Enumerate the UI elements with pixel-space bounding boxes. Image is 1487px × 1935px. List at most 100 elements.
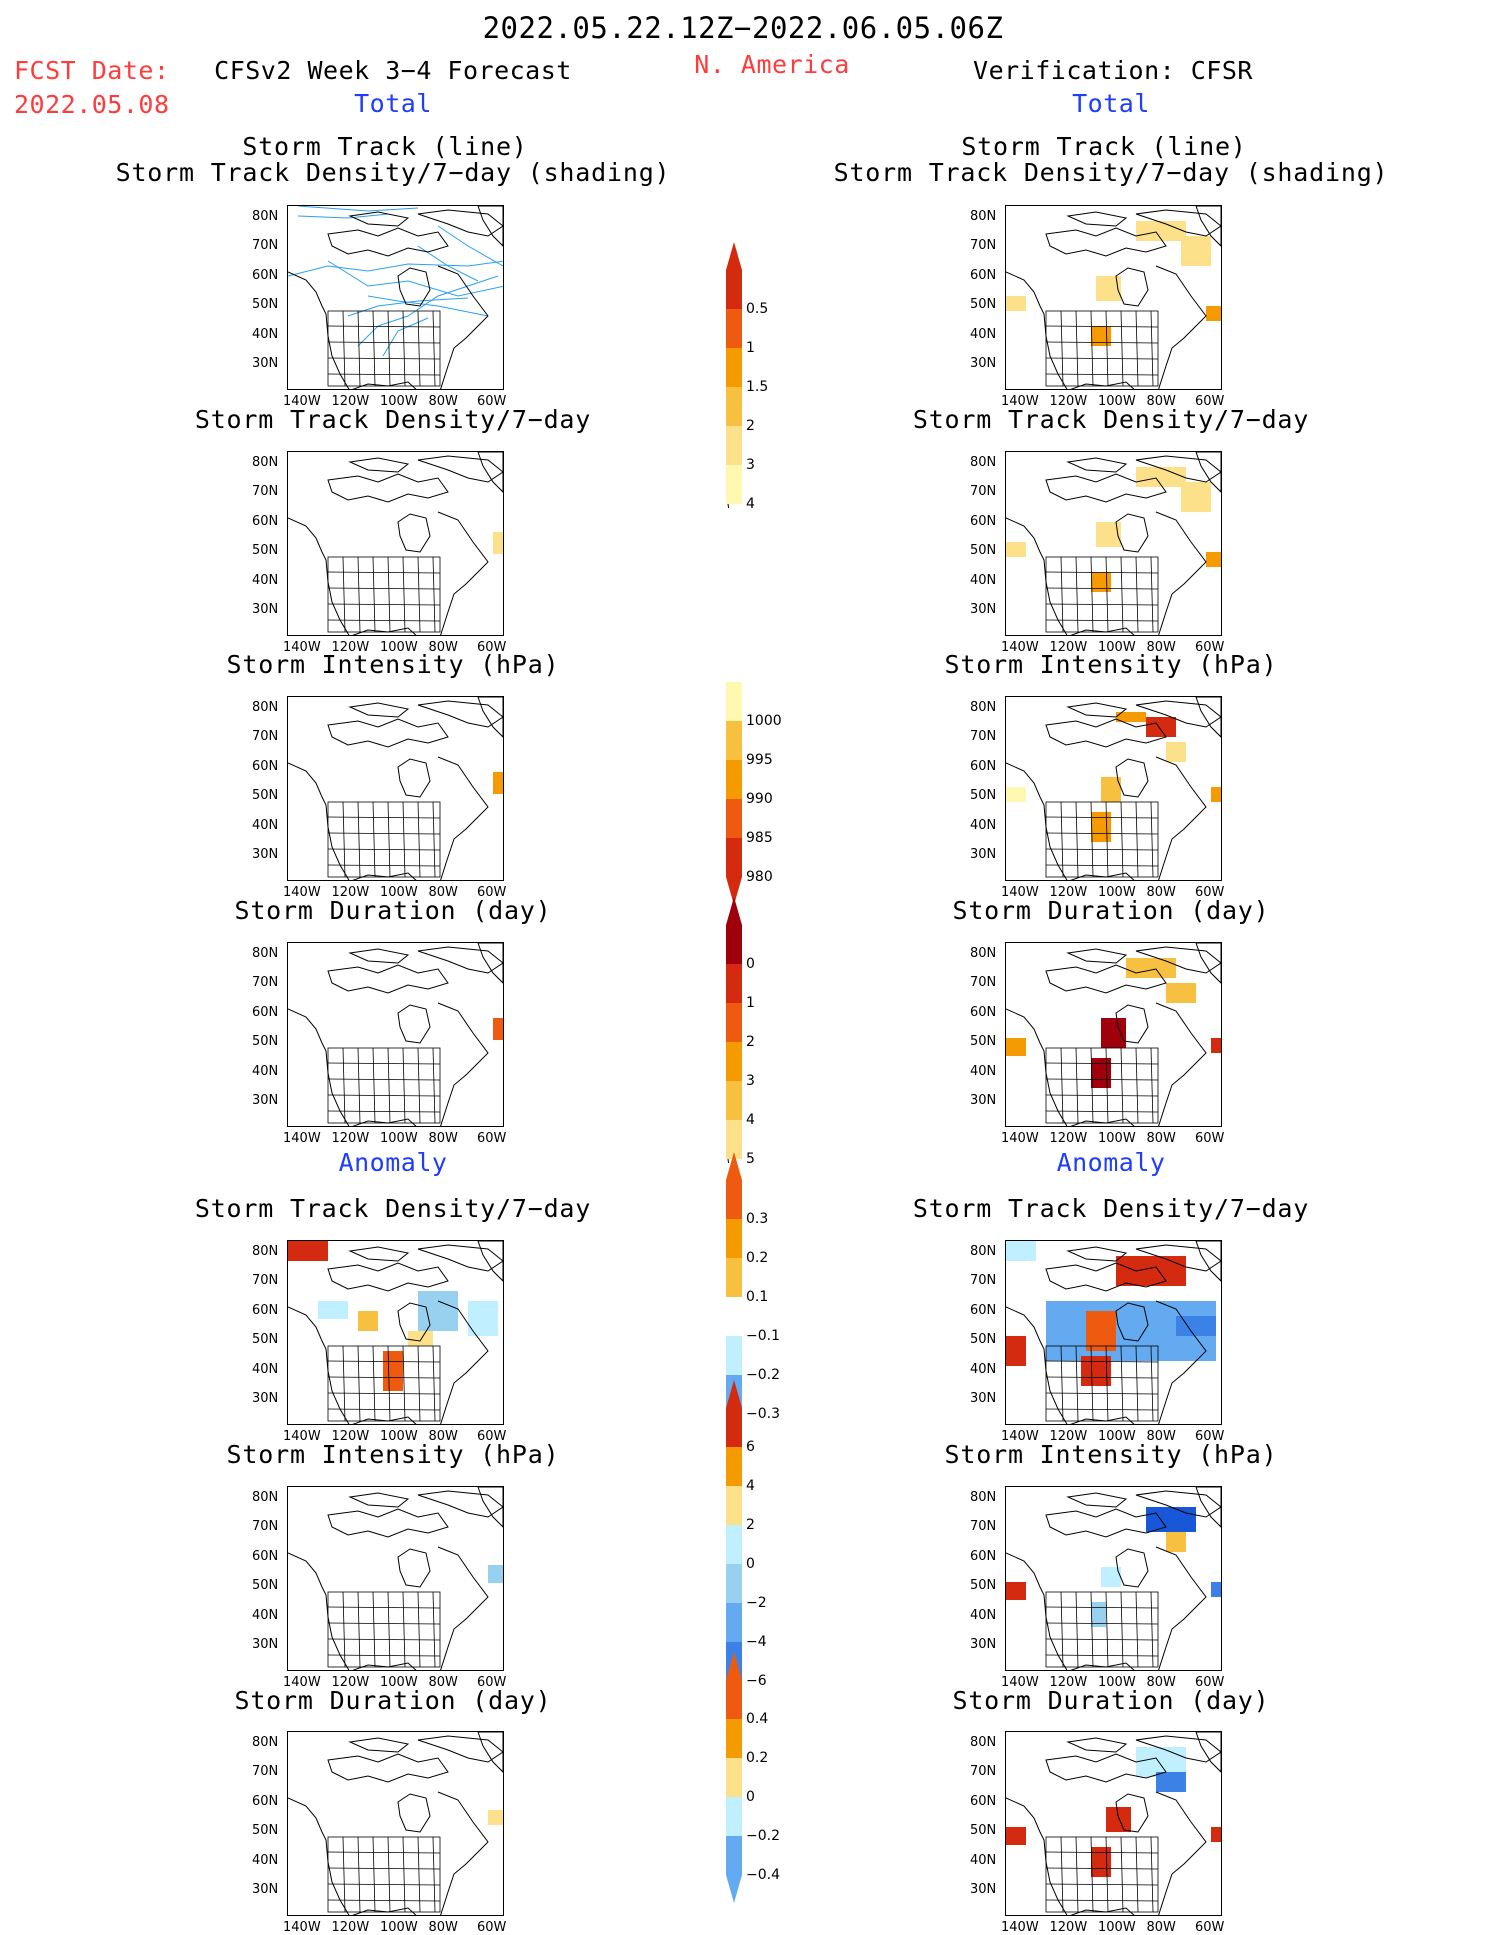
lon-tick-label: 80W xyxy=(1146,1131,1176,1146)
title-track-shading-left: Storm Track Density/7−day (shading) xyxy=(115,158,671,187)
shaded-cell xyxy=(1126,958,1176,978)
lat-tick-label: 60N xyxy=(252,1302,279,1318)
map-forecast-intensity xyxy=(287,696,504,881)
lat-tick-label: 30N xyxy=(252,356,279,371)
shaded-cell xyxy=(488,1810,503,1825)
map-canvas xyxy=(288,452,503,635)
lon-tick-label: 120W xyxy=(1049,1429,1088,1444)
lon-tick-label: 80W xyxy=(428,1920,458,1935)
lon-tick-label: 100W xyxy=(380,1675,418,1690)
lat-tick-label: 30N xyxy=(970,602,997,617)
lat-tick-label: 50N xyxy=(252,1332,279,1348)
lon-tick-label: 140W xyxy=(283,1920,321,1935)
lat-tick-label: 50N xyxy=(970,1823,997,1839)
shaded-cell xyxy=(1006,1038,1026,1056)
lon-tick-label: 80W xyxy=(428,1429,458,1444)
map-canvas xyxy=(1006,943,1221,1126)
colorbar-swatch xyxy=(726,1525,742,1564)
shaded-cell xyxy=(1006,1827,1026,1845)
forecast-column-title: CFSv2 Week 3−4 Forecast xyxy=(214,56,572,85)
colorbar-tick-label: 0.1 xyxy=(746,1289,769,1305)
shaded-cell xyxy=(1091,572,1111,592)
colorbar-duration_total xyxy=(726,897,742,1163)
colorbar-swatch xyxy=(726,1219,742,1258)
lon-tick-label: 60W xyxy=(1195,640,1225,655)
shaded-cell xyxy=(1101,777,1121,802)
lat-tick-label: 70N xyxy=(970,1519,997,1535)
lat-tick-label: 60N xyxy=(970,758,997,774)
fcst-date-label: FCST Date: xyxy=(14,56,170,85)
colorbar-tick-label: 0 xyxy=(746,1556,755,1572)
colorbar-density_total xyxy=(726,242,742,508)
anomaly-label-left: Anomaly xyxy=(338,1148,448,1177)
title-duration-right: Storm Duration (day) xyxy=(952,896,1270,925)
map-canvas xyxy=(1006,452,1221,635)
lon-tick-label: 60W xyxy=(1195,1675,1225,1690)
lat-tick-label: 30N xyxy=(252,1882,279,1897)
map-forecast-density-anom xyxy=(287,1240,504,1425)
lon-tick-label: 100W xyxy=(1098,1675,1136,1690)
lat-tick-label: 30N xyxy=(970,1637,997,1652)
lat-tick-label: 40N xyxy=(252,1852,279,1868)
map-forecast-duration xyxy=(287,942,504,1127)
lon-tick-label: 120W xyxy=(1049,1920,1088,1935)
colorbar-tick-label: 4 xyxy=(746,1112,755,1128)
lon-tick-label: 60W xyxy=(1195,1429,1225,1444)
colorbar-tick-label: −0.2 xyxy=(746,1367,780,1383)
title-intensity-anom-left: Storm Intensity (hPa) xyxy=(226,1440,560,1469)
shaded-cell xyxy=(1206,306,1221,321)
colorbar-swatch xyxy=(726,1758,742,1797)
shaded-cell xyxy=(1116,712,1146,722)
colorbar-swatch xyxy=(726,838,742,877)
map-canvas xyxy=(288,1732,503,1915)
colorbar-tick-label: 0.5 xyxy=(746,301,769,317)
shaded-cell xyxy=(1106,1807,1131,1832)
lon-tick-label: 140W xyxy=(283,394,321,409)
colorbar-swatch xyxy=(726,1680,742,1719)
lat-tick-label: 70N xyxy=(252,1764,279,1780)
shaded-cell xyxy=(418,1291,458,1331)
fcst-date-value: 2022.05.08 xyxy=(14,90,170,119)
title-duration-anom-left: Storm Duration (day) xyxy=(234,1686,552,1715)
shaded-cell xyxy=(1156,1772,1186,1792)
lat-tick-label: 40N xyxy=(970,1063,997,1079)
shaded-cell xyxy=(493,532,503,554)
colorbar-swatch xyxy=(726,1719,742,1758)
map-canvas xyxy=(288,206,503,389)
storm-track-line xyxy=(437,225,503,267)
lat-tick-label: 60N xyxy=(252,758,279,774)
lat-tick-label: 30N xyxy=(252,847,279,862)
lon-tick-label: 60W xyxy=(1195,885,1225,900)
shaded-cell xyxy=(1091,326,1111,346)
lat-tick-label: 30N xyxy=(970,1391,997,1406)
shaded-cell xyxy=(383,1351,403,1391)
lat-tick-label: 80N xyxy=(252,455,279,470)
shaded-cell xyxy=(1091,812,1111,842)
lat-tick-label: 70N xyxy=(252,729,279,745)
lat-tick-label: 40N xyxy=(252,1607,279,1623)
map-canvas xyxy=(1006,206,1221,389)
shaded-cell xyxy=(1181,236,1211,266)
colorbar-tick-label: 990 xyxy=(746,791,773,807)
shaded-cell xyxy=(1006,1582,1026,1600)
lon-tick-label: 100W xyxy=(380,1920,418,1935)
lon-tick-label: 60W xyxy=(477,1131,507,1146)
lat-tick-label: 40N xyxy=(252,817,279,833)
shaded-cell xyxy=(1101,1567,1121,1587)
lat-tick-label: 80N xyxy=(252,1490,279,1505)
lon-tick-label: 60W xyxy=(477,394,507,409)
lat-tick-label: 50N xyxy=(970,543,997,559)
colorbar-tick-label: −6 xyxy=(746,1673,767,1689)
lon-tick-label: 60W xyxy=(477,1429,507,1444)
shaded-cell xyxy=(1166,742,1186,762)
shaded-cell xyxy=(358,1311,378,1331)
lat-tick-label: 50N xyxy=(252,1823,279,1839)
lat-tick-label: 50N xyxy=(970,788,997,804)
colorbar-swatch xyxy=(726,1120,742,1159)
title-duration-left: Storm Duration (day) xyxy=(234,896,552,925)
lat-tick-label: 50N xyxy=(970,297,997,313)
colorbar-tick-label: 1 xyxy=(746,340,755,356)
shaded-cell xyxy=(1211,1582,1221,1597)
shaded-cell xyxy=(1096,522,1121,547)
colorbar-swatch xyxy=(726,1081,742,1120)
